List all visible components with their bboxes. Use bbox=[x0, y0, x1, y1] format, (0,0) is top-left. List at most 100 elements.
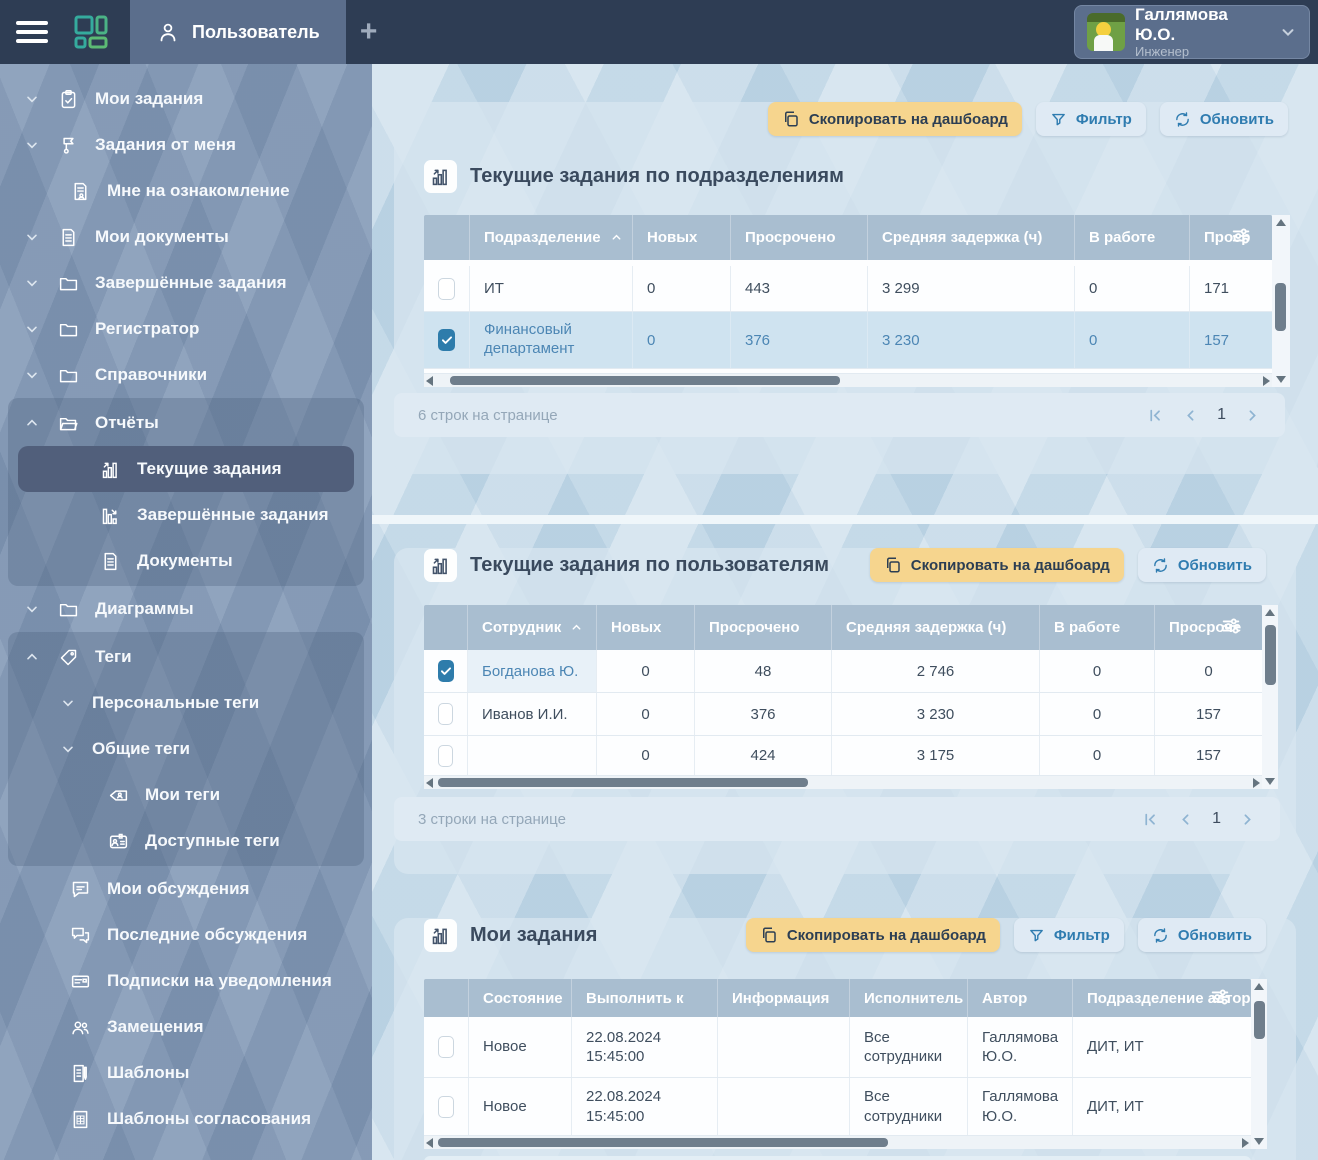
sidebar-item-registrar[interactable]: Регистратор bbox=[0, 306, 372, 352]
column-header[interactable]: Новых bbox=[633, 215, 731, 260]
first-page-icon[interactable] bbox=[1147, 407, 1164, 424]
sidebar-item-substitutions[interactable]: Замещения bbox=[0, 1004, 372, 1050]
row-checkbox[interactable] bbox=[438, 745, 453, 767]
next-page-icon[interactable] bbox=[1244, 407, 1261, 424]
next-page-icon[interactable] bbox=[1239, 811, 1256, 828]
vertical-scrollbar[interactable] bbox=[1251, 979, 1267, 1149]
sidebar-item-my-tasks[interactable]: Мои задания bbox=[0, 76, 372, 122]
sidebar-item-personal-tags[interactable]: Персональные теги bbox=[8, 680, 364, 726]
dashboard-grid-icon[interactable] bbox=[64, 0, 118, 64]
report-chart-icon bbox=[424, 549, 457, 582]
copy-to-dashboard-button[interactable]: Скопировать на дашбоард bbox=[746, 918, 1000, 952]
funnel-icon bbox=[1050, 111, 1067, 128]
document-icon bbox=[98, 551, 122, 572]
add-tab-button[interactable]: + bbox=[346, 0, 392, 64]
filter-button[interactable]: Фильтр bbox=[1014, 918, 1124, 952]
prev-page-icon[interactable] bbox=[1182, 407, 1199, 424]
rows-per-page-label: 6 строк на странице bbox=[418, 407, 558, 424]
column-header[interactable]: В работе bbox=[1040, 605, 1155, 650]
row-checkbox-checked[interactable] bbox=[438, 660, 454, 682]
table-row[interactable]: Новое 22.08.2024 15:45:00 Все сотрудники… bbox=[424, 1017, 1251, 1078]
horizontal-scrollbar[interactable] bbox=[424, 1136, 1251, 1149]
sidebar-item-diagrams[interactable]: Диаграммы bbox=[0, 586, 372, 632]
menu-hamburger-icon[interactable] bbox=[0, 0, 64, 64]
column-header[interactable]: Состояние bbox=[469, 979, 572, 1017]
people-icon bbox=[68, 1017, 92, 1038]
mail-icon bbox=[68, 971, 92, 992]
sidebar-item-finished-tasks-report[interactable]: Завершённые задания bbox=[8, 492, 364, 538]
row-checkbox[interactable] bbox=[438, 278, 455, 300]
column-header[interactable]: Сотрудник bbox=[468, 605, 597, 650]
filter-button[interactable]: Фильтр bbox=[1036, 102, 1146, 136]
column-header[interactable]: Просрочено bbox=[695, 605, 832, 650]
copy-to-dashboard-button[interactable]: Скопировать на дашбоард bbox=[870, 548, 1124, 582]
table-footer: 6 строк на странице 1 bbox=[394, 393, 1285, 437]
table-row[interactable]: Иванов И.И. 0 376 3 230 0 157 bbox=[424, 693, 1262, 736]
sidebar-item-shared-tags[interactable]: Общие теги bbox=[8, 726, 364, 772]
sidebar-item-my-discussions[interactable]: Мои обсуждения bbox=[0, 866, 372, 912]
column-header[interactable]: Подразделение bbox=[470, 215, 633, 260]
table-header: Подразделение Новых Просрочено Средняя з… bbox=[424, 215, 1272, 260]
column-header[interactable]: Информация bbox=[718, 979, 850, 1017]
table-row[interactable]: Новое 22.08.2024 15:45:00 Все сотрудники… bbox=[424, 1078, 1251, 1136]
column-header[interactable]: Автор bbox=[968, 979, 1073, 1017]
current-page[interactable]: 1 bbox=[1217, 406, 1226, 424]
column-settings-icon[interactable] bbox=[1220, 615, 1242, 637]
column-settings-icon[interactable] bbox=[1209, 986, 1231, 1008]
row-checkbox[interactable] bbox=[438, 1036, 454, 1058]
speech-bubble-icon bbox=[68, 879, 92, 900]
prev-page-icon[interactable] bbox=[1177, 811, 1194, 828]
sidebar-item-my-documents[interactable]: Мои документы bbox=[0, 214, 372, 260]
sidebar-item-templates[interactable]: Шаблоны bbox=[0, 1050, 372, 1096]
table-header: Состояние Выполнить к Информация Исполни… bbox=[424, 979, 1251, 1017]
column-header[interactable]: В работе bbox=[1075, 215, 1190, 260]
current-page[interactable]: 1 bbox=[1212, 810, 1221, 828]
column-header[interactable]: Просрочено bbox=[731, 215, 868, 260]
sidebar-item-recent-discussions[interactable]: Последние обсуждения bbox=[0, 912, 372, 958]
vertical-scrollbar[interactable] bbox=[1272, 215, 1290, 387]
horizontal-scrollbar[interactable] bbox=[424, 776, 1262, 789]
sidebar-item-documents-report[interactable]: Документы bbox=[8, 538, 364, 584]
vertical-scrollbar[interactable] bbox=[1262, 605, 1278, 789]
sidebar-item-my-tags[interactable]: Мои теги bbox=[8, 772, 364, 818]
sidebar-item-approval-templates[interactable]: Шаблоны согласования bbox=[0, 1096, 372, 1142]
row-checkbox[interactable] bbox=[438, 703, 453, 725]
sidebar-item-notification-subscriptions[interactable]: Подписки на уведомления bbox=[0, 958, 372, 1004]
table-footer: 3 строки на странице 1 bbox=[394, 797, 1280, 841]
column-header[interactable]: Выполнить к bbox=[572, 979, 718, 1017]
row-checkbox[interactable] bbox=[438, 1096, 454, 1118]
refresh-button[interactable]: Обновить bbox=[1138, 918, 1266, 952]
sidebar-item-for-review[interactable]: Мне на ознакомление bbox=[0, 168, 372, 214]
pagination: 1 bbox=[1147, 406, 1261, 424]
sidebar-item-tasks-from-me[interactable]: Задания от меня bbox=[0, 122, 372, 168]
chevron-down-icon bbox=[20, 321, 44, 337]
row-checkbox-checked[interactable] bbox=[438, 329, 455, 351]
chevron-down-icon bbox=[20, 367, 44, 383]
horizontal-scrollbar[interactable] bbox=[424, 374, 1272, 387]
sidebar-item-available-tags[interactable]: Доступные теги bbox=[8, 818, 364, 864]
sidebar-item-current-tasks-report[interactable]: Текущие задания bbox=[18, 446, 354, 492]
column-header[interactable]: Средняя задержка (ч) bbox=[832, 605, 1040, 650]
panel-title: Мои задания bbox=[470, 924, 597, 947]
column-header[interactable]: Просроче bbox=[1155, 605, 1262, 650]
column-settings-icon[interactable] bbox=[1230, 225, 1252, 247]
refresh-button[interactable]: Обновить bbox=[1160, 102, 1288, 136]
sidebar-item-finished-tasks[interactable]: Завершённые задания bbox=[0, 260, 372, 306]
tab-user[interactable]: Пользователь bbox=[130, 0, 346, 64]
column-header[interactable]: Новых bbox=[597, 605, 695, 650]
column-header[interactable]: Средняя задержка (ч) bbox=[868, 215, 1075, 260]
sidebar-item-reports[interactable]: Отчёты bbox=[8, 400, 364, 446]
column-header[interactable]: Исполнитель bbox=[850, 979, 968, 1017]
table-row-selected[interactable]: Богданова Ю. 0 48 2 746 0 0 bbox=[424, 650, 1262, 693]
table-row[interactable]: 0 424 3 175 0 157 bbox=[424, 736, 1262, 776]
sort-asc-icon bbox=[610, 231, 623, 244]
refresh-button[interactable]: Обновить bbox=[1138, 548, 1266, 582]
first-page-icon[interactable] bbox=[1142, 811, 1159, 828]
table-row[interactable]: ИТ 0 443 3 299 0 171 bbox=[424, 266, 1272, 312]
copy-to-dashboard-button[interactable]: Скопировать на дашбоард bbox=[768, 102, 1022, 136]
table-footer bbox=[424, 1156, 1251, 1160]
table-row-selected[interactable]: Финансовый департамент 0 376 3 230 0 157 bbox=[424, 312, 1272, 369]
sidebar-item-tags[interactable]: Теги bbox=[8, 634, 364, 680]
sidebar-item-directories[interactable]: Справочники bbox=[0, 352, 372, 398]
user-menu[interactable]: Галлямова Ю.О. Инженер bbox=[1074, 5, 1310, 59]
